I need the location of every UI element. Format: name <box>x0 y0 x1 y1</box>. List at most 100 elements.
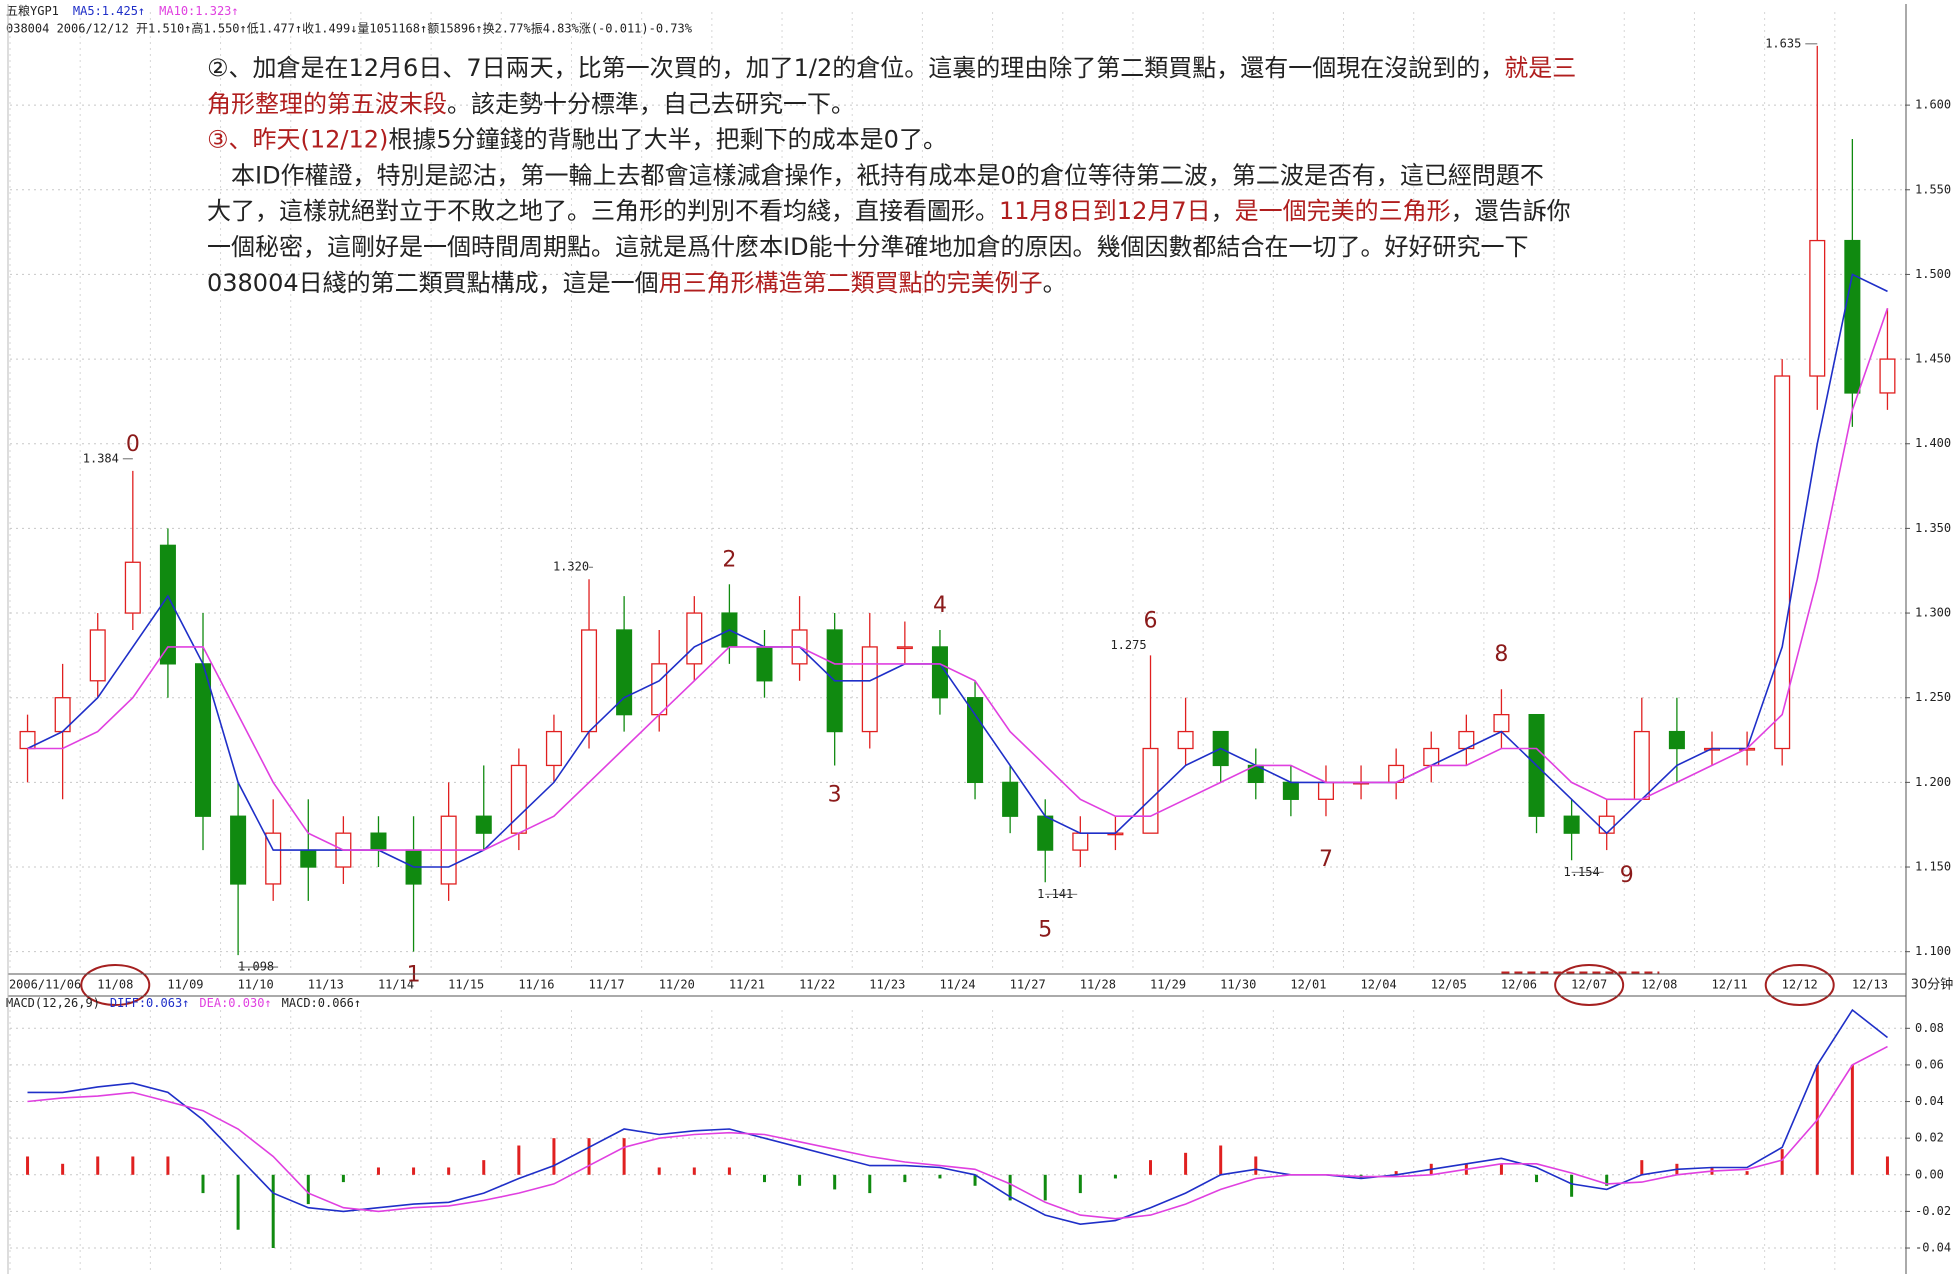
y-tick-label: -0.04 <box>1915 1241 1951 1255</box>
y-tick-label: 1.100 <box>1915 944 1951 958</box>
candle-body <box>89 629 106 682</box>
wave-label: 3 <box>828 782 842 807</box>
y-tick-label: 1.150 <box>1915 860 1951 874</box>
annotation-text: ，還告訴你 <box>1451 197 1571 225</box>
info-line: 038004 2006/12/12 开1.510↑高1.550↑低1.477↑收… <box>6 21 693 36</box>
candle-body <box>1037 815 1054 851</box>
annotation-text: 11月8日到12月7日 <box>999 197 1211 225</box>
wave-label: 6 <box>1144 608 1158 633</box>
x-tick-label: 11/17 <box>589 978 625 992</box>
y-tick-label: 0.02 <box>1915 1131 1944 1145</box>
series-line <box>27 273 1888 868</box>
candle-body <box>159 544 176 665</box>
x-tick-label: 11/16 <box>518 978 554 992</box>
annotation-text: 就是三 <box>1504 54 1576 82</box>
annotation-line: 本ID作權證，特別是認沽，第一輪上去都會這樣減倉操作，衹持有成本是0的倉位等待第… <box>207 161 1544 189</box>
annotation-text: 038004日綫的第二類買點構成，這是一個 <box>207 269 659 297</box>
candle-body <box>896 646 913 650</box>
legend-entry: MACD:0.066↑ <box>282 996 361 1010</box>
y-tick-label: 1.400 <box>1915 436 1951 450</box>
series-line <box>27 1008 1888 1226</box>
wave-label: 2 <box>722 547 736 572</box>
x-tick-label: 12/01 <box>1290 978 1326 992</box>
candle-body <box>124 561 141 614</box>
marks-layer <box>19 45 1896 1249</box>
annotation-text: ③、昨天(12/12) <box>207 126 388 154</box>
x-tick-label: 11/14 <box>378 978 414 992</box>
highlight-circle <box>1554 964 1625 1006</box>
x-tick-label: 12/07 <box>1571 978 1607 992</box>
legend-entry: MA5:1.425↑ <box>73 4 145 18</box>
series-line <box>27 1045 1888 1220</box>
annotation-text: 角形整理的第五波末段 <box>207 90 447 118</box>
annotation-text: 根據5分鐘錢的背馳出了大半，把剩下的成本是0了。 <box>388 126 947 154</box>
x-tick-label: 11/21 <box>729 978 765 992</box>
wave-label: 1 <box>407 963 421 988</box>
candle-body <box>1177 730 1194 750</box>
y-tick-label: 1.600 <box>1915 98 1951 112</box>
legend-entry: DEA:0.030↑ <box>199 996 271 1010</box>
candle-body <box>1598 815 1615 834</box>
candle-body <box>510 764 527 834</box>
candle-body <box>651 663 668 716</box>
candle-body <box>756 646 773 682</box>
x-tick-label: 12/08 <box>1641 978 1677 992</box>
y-tick-label: 1.200 <box>1915 775 1951 789</box>
y-tick-label: -0.02 <box>1915 1204 1951 1218</box>
wave-label: 9 <box>1620 863 1634 888</box>
y-tick-label: 1.250 <box>1915 690 1951 704</box>
x-tick-label: 12/04 <box>1361 978 1397 992</box>
extreme-label: 1.320 <box>553 560 589 574</box>
candle-body <box>861 646 878 733</box>
legend: 五粮YGP1 MA5:1.425↑ MA10:1.323↑ <box>6 3 239 18</box>
x-tick-label: 12/12 <box>1782 978 1818 992</box>
x-tick-label: 11/09 <box>167 978 203 992</box>
extreme-label: 1.275 <box>1110 638 1146 652</box>
x-tick-label: 2006/11/06 <box>9 978 81 992</box>
wave-label: 0 <box>126 432 140 457</box>
y-tick-label: 1.300 <box>1915 606 1951 620</box>
wave-label: 4 <box>933 593 947 618</box>
x-tick-label: 11/24 <box>939 978 975 992</box>
annotation-line: 角形整理的第五波末段。該走勢十分標準，自己去研究一下。 <box>207 90 855 118</box>
candle-body <box>1282 781 1299 800</box>
annotation-text: 一個秘密，這剛好是一個時間周期點。這就是爲什麽本ID能十分準確地加倉的原因。幾個… <box>207 233 1529 261</box>
x-tick-label: 11/23 <box>869 978 905 992</box>
x-tick-label: 11/15 <box>448 978 484 992</box>
candle-body <box>931 646 948 699</box>
extreme-label: 1.141 <box>1037 887 1073 901</box>
chart-title: 五粮YGP1 <box>6 3 59 18</box>
macd-legend: MACD(12,26,9) DIFF:0.063↑ DEA:0.030↑ MACD:0… <box>6 996 361 1010</box>
annotation-line: 一個秘密，這剛好是一個時間周期點。這就是爲什麽本ID能十分準確地加倉的原因。幾個… <box>207 233 1529 261</box>
candle-body <box>1142 747 1159 834</box>
annotation-text: ， <box>1211 197 1235 225</box>
y-tick-label: 1.500 <box>1915 267 1951 281</box>
highlight-circle <box>1764 964 1835 1006</box>
y-tick-label: 1.550 <box>1915 182 1951 196</box>
period-label: 30分钟 <box>1911 977 1954 993</box>
x-tick-label: 11/22 <box>799 978 835 992</box>
candle-body <box>545 730 562 767</box>
y-tick-label: 0.04 <box>1915 1094 1944 1108</box>
x-tick-label: 12/06 <box>1501 978 1537 992</box>
macd-title: MACD(12,26,9) <box>6 996 100 1010</box>
candle-body <box>475 815 492 834</box>
candle-body <box>1844 239 1861 394</box>
candle-body <box>1563 815 1580 834</box>
annotation-text: 大了，這樣就絕對立于不敗之地了。三角形的判別不看均綫，直接看圖形。 <box>207 197 999 225</box>
candle-body <box>1633 730 1650 800</box>
x-tick-label: 11/08 <box>97 978 133 992</box>
annotation-text: 。該走勢十分標準，自己去研究一下。 <box>447 90 855 118</box>
annotation-text: 是一個完美的三角形 <box>1235 197 1451 225</box>
candle-body <box>1668 730 1685 750</box>
annotation-text: ②、加倉是在12月6日、7日兩天，比第一次買的，加了1/2的倉位。這裏的理由除了… <box>207 54 1504 82</box>
wave-label: 7 <box>1319 847 1333 872</box>
x-tick-label: 11/30 <box>1220 978 1256 992</box>
highlight-circle <box>80 964 151 1006</box>
y-tick-label: 0.06 <box>1915 1057 1944 1071</box>
overlay-layer: 五粮YGP1 MA5:1.425↑ MA10:1.323↑ 038004 2006/1… <box>6 3 1835 1010</box>
x-tick-label: 11/10 <box>238 978 274 992</box>
candle-body <box>581 629 598 733</box>
wave-label: 8 <box>1494 642 1508 667</box>
